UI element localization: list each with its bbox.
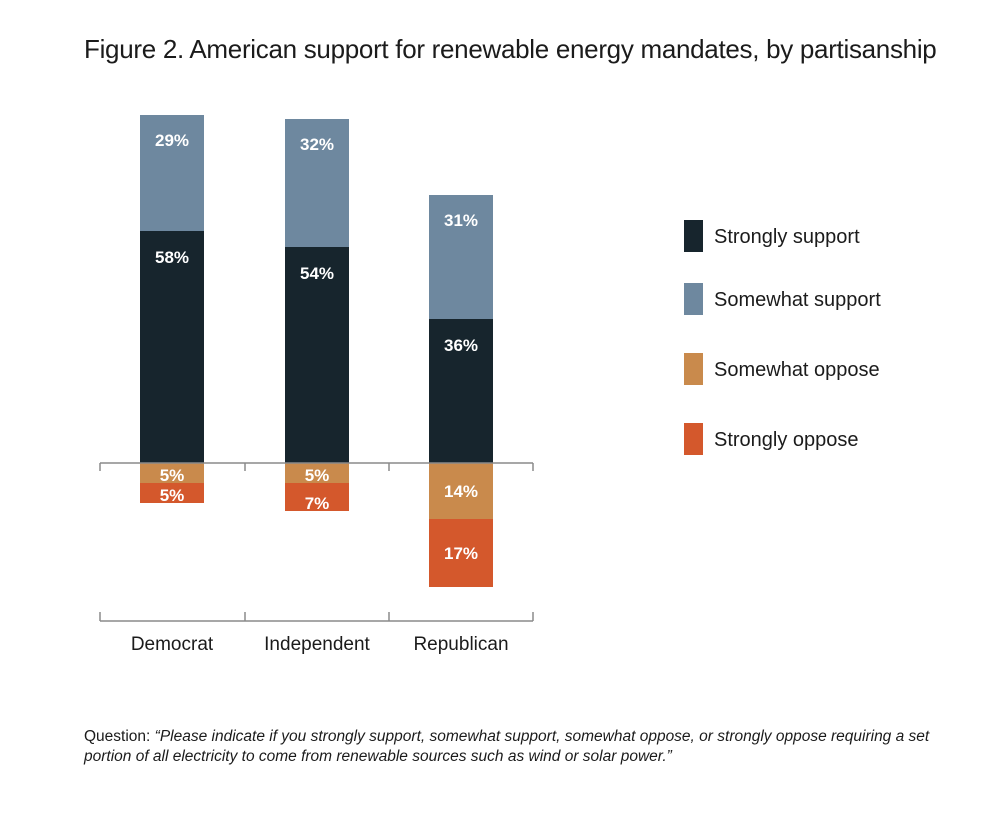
bar-democrat-somewhat-oppose-label: 5% [160,466,185,485]
bar-republican-somewhat-support [429,195,493,319]
bar-republican-strongly-oppose [429,519,493,587]
legend-label-strongly-support: Strongly support [714,226,860,248]
bar-independent-strongly-oppose [285,483,349,511]
bar-independent-strongly-support-label: 54% [300,264,334,283]
legend-label-strongly-oppose: Strongly oppose [714,429,859,451]
bar-republican-strongly-oppose-label: 17% [444,544,478,563]
legend-swatch-strongly-oppose [684,423,703,455]
bar-independent-strongly-support [285,247,349,463]
bar-republican-somewhat-oppose [429,463,493,519]
category-label-independent: Independent [264,634,370,655]
bar-independent-somewhat-oppose-label: 5% [305,466,330,485]
bar-republican-strongly-support-label: 36% [444,336,478,355]
legend: Strongly support Somewhat support Somewhat… [684,220,881,455]
bars-group: 58%29%5%5%54%32%5%7%36%31%14%17% [140,115,493,587]
category-label-democrat: Democrat [131,634,214,655]
bar-democrat-strongly-support [140,231,204,463]
bar-republican-strongly-support [429,319,493,463]
legend-swatch-somewhat-oppose [684,353,703,385]
bar-independent-strongly-oppose-label: 7% [305,494,330,513]
bar-democrat-somewhat-support-label: 29% [155,131,189,150]
question-caption: Question: “Please indicate if you strong… [84,727,964,767]
bar-democrat-strongly-support-label: 58% [155,248,189,267]
question-label: Question: [84,728,155,745]
bar-independent-somewhat-support [285,119,349,247]
bar-democrat-somewhat-support [140,115,204,231]
bar-democrat-somewhat-oppose [140,463,204,483]
bar-independent-somewhat-oppose [285,463,349,483]
legend-swatch-somewhat-support [684,283,703,315]
chart-title: Figure 2. American support for renewable… [84,34,937,64]
legend-label-somewhat-support: Somewhat support [714,289,881,311]
axes-group: Democrat Independent Republican [99,462,534,655]
legend-label-somewhat-oppose: Somewhat oppose [714,359,880,381]
question-text: “Please indicate if you strongly support… [84,728,930,765]
legend-swatch-strongly-support [684,220,703,252]
bar-republican-somewhat-support-label: 31% [444,211,478,230]
bar-democrat-strongly-oppose [140,483,204,503]
category-label-republican: Republican [413,634,508,655]
bar-republican-somewhat-oppose-label: 14% [444,482,478,501]
bar-democrat-strongly-oppose-label: 5% [160,486,185,505]
bar-independent-somewhat-support-label: 32% [300,135,334,154]
